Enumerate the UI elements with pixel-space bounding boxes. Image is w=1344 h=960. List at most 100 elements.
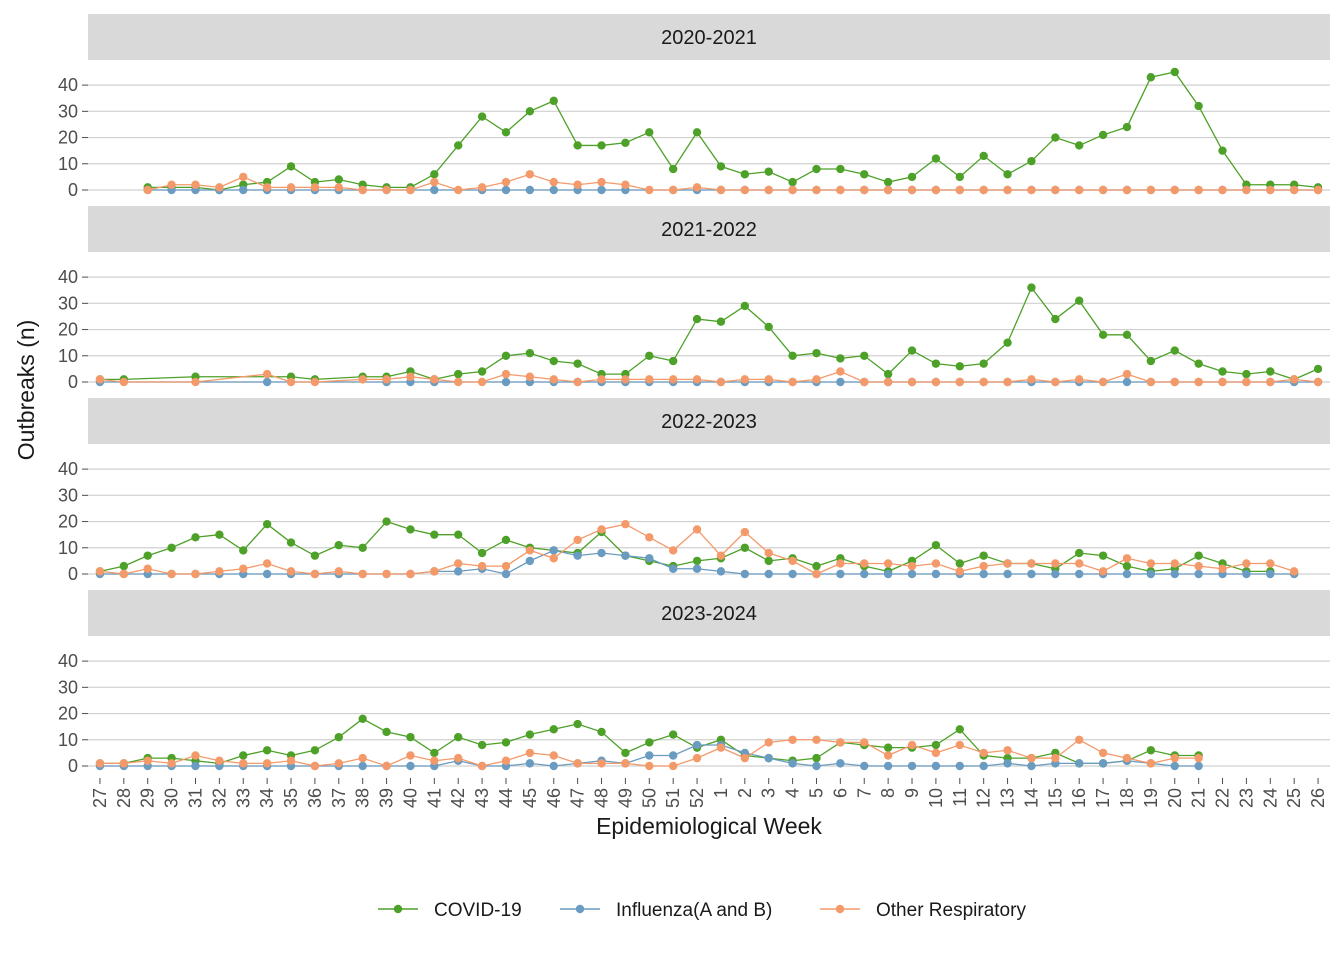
data-point: [692, 375, 702, 384]
data-point: [907, 346, 917, 355]
data-point: [573, 551, 582, 560]
x-tick-label: 38: [353, 788, 373, 808]
data-point: [1003, 569, 1012, 579]
facet-panel: 2020-2021 0 10 20 30 40: [58, 14, 1330, 200]
data-point: [1194, 561, 1203, 571]
data-point: [1289, 185, 1299, 195]
data-point: [764, 167, 773, 176]
data-point: [573, 141, 582, 150]
x-tick-label: 27: [90, 788, 110, 808]
data-point: [501, 569, 511, 579]
data-point: [1313, 185, 1323, 195]
data-point: [931, 559, 941, 568]
data-point: [143, 185, 152, 195]
x-tick-label: 16: [1069, 788, 1089, 808]
data-point: [883, 185, 893, 195]
data-point: [931, 377, 941, 387]
data-point: [215, 183, 224, 192]
data-point: [1218, 377, 1227, 387]
x-tick-label: 29: [138, 788, 158, 808]
data-point: [1075, 735, 1084, 744]
x-tick-label: 17: [1093, 788, 1113, 808]
facet-strip: [88, 14, 1330, 60]
legend-key-point: [835, 904, 845, 914]
facet-title: 2023-2024: [661, 603, 757, 625]
x-tick-label: 32: [209, 788, 229, 808]
data-point: [740, 569, 750, 579]
data-point: [1170, 761, 1179, 771]
data-point: [573, 719, 582, 729]
x-tick-label: 36: [305, 788, 325, 808]
data-point: [1027, 185, 1036, 195]
facet-panel: 2021-2022 0 10 20 30 40: [58, 206, 1330, 392]
data-point: [430, 375, 439, 384]
data-point: [1051, 185, 1060, 195]
data-point: [1194, 377, 1203, 387]
x-tick-label: 9: [902, 788, 922, 798]
data-point: [525, 107, 535, 116]
data-point: [1218, 564, 1227, 573]
data-point: [1146, 73, 1156, 82]
data-point: [262, 519, 272, 529]
data-point: [883, 177, 893, 187]
y-tick-label: 30: [58, 293, 78, 313]
data-point: [836, 367, 845, 376]
data-point: [860, 738, 869, 747]
data-point: [430, 748, 439, 758]
data-point: [1075, 559, 1084, 568]
data-point: [979, 151, 988, 161]
data-point: [812, 761, 821, 771]
facet-title: 2021-2022: [661, 219, 757, 241]
x-tick-label: 15: [1045, 788, 1065, 808]
data-point: [931, 185, 941, 195]
data-point: [454, 369, 463, 379]
data-point: [382, 569, 391, 579]
x-tick-label: 51: [663, 788, 683, 808]
data-point: [1003, 185, 1012, 195]
data-point: [597, 727, 606, 737]
data-point: [740, 170, 750, 179]
data-point: [788, 735, 797, 744]
y-tick-label: 0: [68, 756, 78, 776]
y-tick-label: 0: [68, 564, 78, 584]
data-point: [907, 761, 917, 771]
data-point: [1075, 296, 1084, 305]
data-point: [692, 556, 702, 566]
data-point: [382, 517, 391, 526]
data-point: [1194, 359, 1203, 368]
data-point: [477, 561, 487, 571]
data-point: [836, 354, 845, 363]
data-point: [167, 569, 176, 579]
data-point: [191, 533, 200, 542]
data-point: [788, 351, 797, 360]
data-point: [119, 377, 129, 387]
data-point: [740, 753, 750, 763]
data-point: [1242, 377, 1251, 387]
data-point: [573, 759, 582, 768]
data-point: [430, 530, 439, 539]
data-point: [931, 748, 941, 758]
data-point: [1289, 567, 1299, 576]
y-tick-label: 10: [58, 538, 78, 558]
y-tick-label: 10: [58, 346, 78, 366]
data-point: [143, 756, 152, 765]
data-point: [239, 564, 248, 573]
data-point: [406, 569, 415, 579]
data-point: [907, 172, 917, 182]
data-point: [1313, 377, 1323, 387]
data-point: [262, 746, 272, 755]
data-point: [334, 759, 343, 768]
x-tick-label: 50: [639, 788, 659, 808]
legend-label: Other Respiratory: [876, 900, 1026, 921]
data-point: [286, 162, 296, 171]
data-point: [740, 301, 750, 311]
data-point: [860, 761, 869, 771]
data-point: [788, 569, 797, 579]
data-point: [1170, 569, 1179, 579]
data-point: [310, 183, 320, 192]
data-point: [549, 751, 558, 760]
data-point: [1146, 746, 1156, 755]
data-point: [645, 128, 654, 137]
data-point: [119, 561, 129, 571]
data-point: [549, 546, 558, 555]
